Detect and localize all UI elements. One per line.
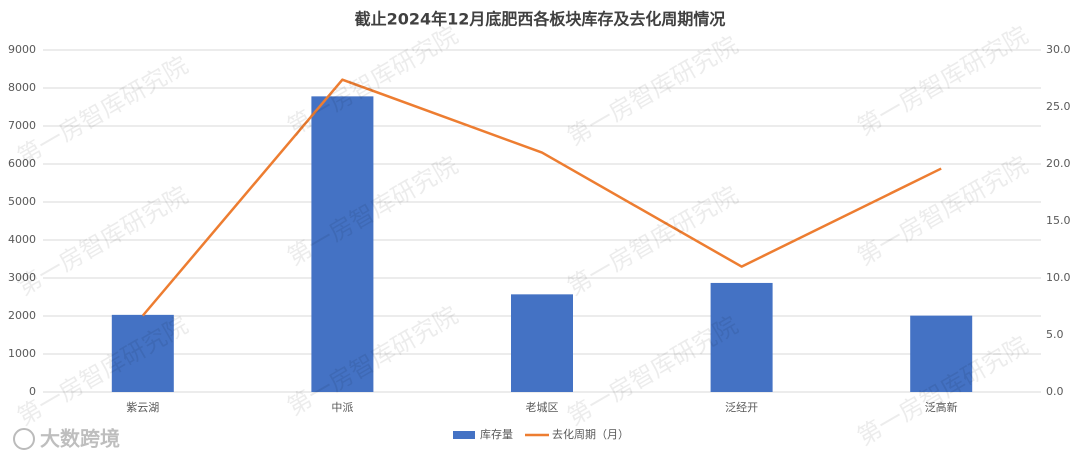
watermark: 第一房智库研究院 <box>563 31 743 151</box>
x-tick-label: 老城区 <box>526 401 559 414</box>
y2-tick-label: 30.0 <box>1046 43 1071 56</box>
y-tick-label: 4000 <box>8 233 36 246</box>
y2-tick-label: 25.0 <box>1046 100 1071 113</box>
line <box>141 78 942 317</box>
y-tick-label: 0 <box>29 385 36 398</box>
y-tick-label: 5000 <box>8 195 36 208</box>
y-tick-label: 9000 <box>8 43 36 56</box>
watermark: 第一房智库研究院 <box>853 151 1033 271</box>
watermark: 第一房智库研究院 <box>853 21 1033 141</box>
y-tick-label: 6000 <box>8 157 36 170</box>
y2-tick-label: 15.0 <box>1046 214 1071 227</box>
bar <box>511 294 573 392</box>
x-tick-label: 中派 <box>331 401 353 414</box>
bar <box>910 315 973 392</box>
logo: 大数跨境 <box>40 427 120 451</box>
y2-tick-label: 5.0 <box>1046 328 1064 341</box>
watermark: 第一房智库研究院 <box>13 51 193 171</box>
y-tick-label: 1000 <box>8 347 36 360</box>
y2-tick-label: 0.0 <box>1046 385 1064 398</box>
y-tick-label: 2000 <box>8 309 36 322</box>
y2-tick-label: 10.0 <box>1046 271 1071 284</box>
logo-icon <box>13 428 35 450</box>
x-tick-label: 紫云湖 <box>126 401 159 414</box>
legend-swatch <box>453 431 475 439</box>
chart-title: 截止2024年12月底肥西各板块库存及去化周期情况 <box>355 10 726 29</box>
y-tick-label: 7000 <box>8 119 36 132</box>
x-tick-label: 泛高新 <box>925 400 958 414</box>
legend-label: 去化周期（月） <box>552 427 629 441</box>
bar <box>311 96 374 393</box>
y-tick-label: 3000 <box>8 271 36 284</box>
y-tick-label: 8000 <box>8 81 36 94</box>
legend-label: 库存量 <box>480 427 513 441</box>
bar <box>710 282 773 392</box>
y2-tick-label: 20.0 <box>1046 157 1071 170</box>
x-tick-label: 泛经开 <box>725 401 758 414</box>
watermark: 第一房智库研究院 <box>13 181 193 301</box>
bar <box>111 314 174 392</box>
